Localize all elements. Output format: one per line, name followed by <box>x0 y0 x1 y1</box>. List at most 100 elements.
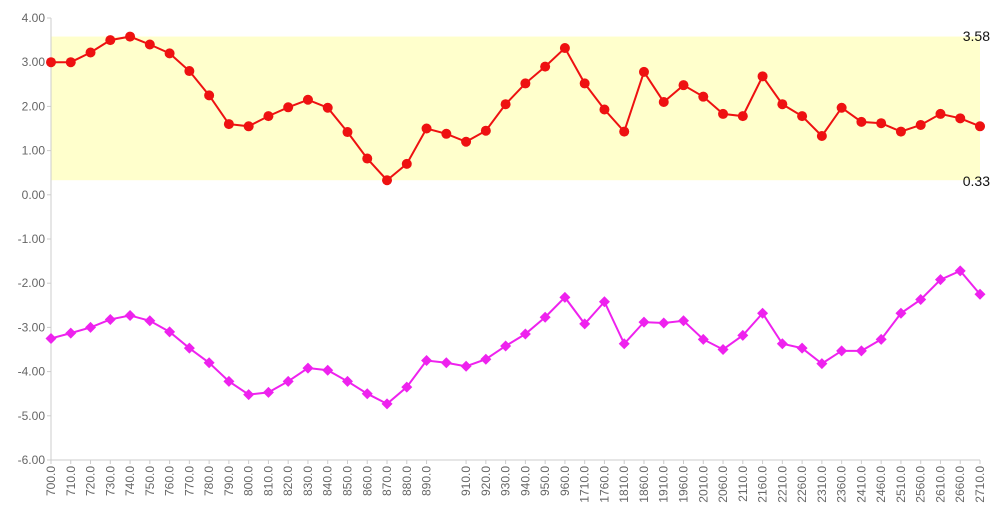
x-tick-label: 930.0 <box>499 466 513 496</box>
data-point <box>243 121 254 132</box>
y-tick-label: -5.00 <box>18 409 46 423</box>
data-point <box>796 342 808 354</box>
x-tick-label: 1960.0 <box>677 466 691 503</box>
x-tick-label: 840.0 <box>321 466 335 496</box>
series-layer <box>45 31 986 410</box>
data-point <box>737 329 749 341</box>
data-point <box>45 332 57 344</box>
data-point <box>46 57 56 68</box>
band-high-label: 3.58 <box>963 28 990 44</box>
data-point <box>658 96 669 107</box>
data-point <box>876 118 887 129</box>
data-point <box>975 121 985 132</box>
labels: 3.58 0.33 <box>963 28 990 189</box>
data-point <box>302 94 313 105</box>
band-low-label: 0.33 <box>963 173 990 189</box>
x-tick-label: 960.0 <box>558 466 572 496</box>
data-point <box>520 78 531 89</box>
x-tick-label: 1710.0 <box>578 466 592 503</box>
data-point <box>262 386 274 398</box>
data-point <box>955 113 966 124</box>
data-point <box>401 158 412 169</box>
data-point <box>895 307 907 319</box>
data-point <box>678 80 689 91</box>
y-tick-label: -1.00 <box>18 232 46 246</box>
y-tick-label: 3.00 <box>22 55 46 69</box>
data-point <box>144 39 155 50</box>
data-point <box>618 338 630 350</box>
data-point <box>421 123 432 134</box>
x-tick-label: 860.0 <box>360 466 374 496</box>
data-point <box>579 318 591 330</box>
y-tick-label: 2.00 <box>22 99 46 113</box>
data-point <box>263 111 274 122</box>
x-tick-label: 730.0 <box>103 466 117 496</box>
data-point <box>480 125 491 136</box>
x-tick-label: 720.0 <box>84 466 98 496</box>
data-point <box>717 344 729 355</box>
x-tick-label: 1860.0 <box>637 466 651 503</box>
x-tick-label: 2210.0 <box>775 466 789 503</box>
data-point <box>697 333 709 345</box>
axes: 4.00 3.00 2.00 1.00 0.00 -1.00 -2.00 -3.00 -4.00… <box>18 11 987 503</box>
y-tick-label: 4.00 <box>22 11 46 25</box>
x-tick-label: 2510.0 <box>894 466 908 503</box>
data-point <box>322 364 334 376</box>
data-point <box>638 316 650 328</box>
data-point <box>382 175 393 186</box>
data-point <box>519 328 531 340</box>
data-point <box>125 31 136 42</box>
x-tick-label: 2310.0 <box>815 466 829 503</box>
data-point <box>203 357 215 369</box>
data-point <box>836 345 848 357</box>
x-tick-label: 910.0 <box>459 466 473 496</box>
data-point <box>737 111 748 122</box>
data-point <box>441 128 452 139</box>
data-point <box>540 61 551 72</box>
data-point <box>144 315 156 327</box>
data-point <box>342 127 353 138</box>
data-point <box>85 321 97 333</box>
data-point <box>698 91 709 102</box>
data-point <box>362 153 373 164</box>
band-rect <box>51 36 980 181</box>
data-point <box>500 340 512 352</box>
data-point <box>183 342 195 354</box>
x-tick-label: 710.0 <box>64 466 78 496</box>
data-point <box>65 57 76 68</box>
x-tick-label: 2060.0 <box>716 466 730 503</box>
x-tick-label: 1910.0 <box>657 466 671 503</box>
x-tick-label: 2360.0 <box>835 466 849 503</box>
y-tick-label: -6.00 <box>18 453 46 467</box>
data-point <box>124 309 136 321</box>
data-point <box>559 291 571 303</box>
x-tick-label: 830.0 <box>301 466 315 496</box>
data-point <box>322 102 333 113</box>
data-point <box>915 294 927 306</box>
data-point <box>381 398 393 410</box>
data-point <box>164 326 176 338</box>
data-point <box>539 311 551 323</box>
x-tick-label: 870.0 <box>380 466 394 496</box>
data-point <box>164 48 175 59</box>
data-point <box>105 35 116 46</box>
data-point <box>341 375 353 387</box>
data-point <box>461 136 472 147</box>
x-tick-label: 950.0 <box>538 466 552 496</box>
x-tick-label: 1760.0 <box>597 466 611 503</box>
data-point <box>777 99 788 110</box>
data-point <box>243 389 255 401</box>
x-tick-label: 880.0 <box>400 466 414 496</box>
data-point <box>816 358 828 370</box>
data-point <box>223 375 235 387</box>
data-point <box>598 296 610 308</box>
x-tick-label: 800.0 <box>242 466 256 496</box>
data-point <box>480 353 492 365</box>
data-point <box>401 381 413 393</box>
x-tick-label: 2010.0 <box>696 466 710 503</box>
x-tick-label: 790.0 <box>222 466 236 496</box>
series-line <box>50 269 981 406</box>
x-tick-label: 750.0 <box>143 466 157 496</box>
x-tick-label: 1810.0 <box>617 466 631 503</box>
